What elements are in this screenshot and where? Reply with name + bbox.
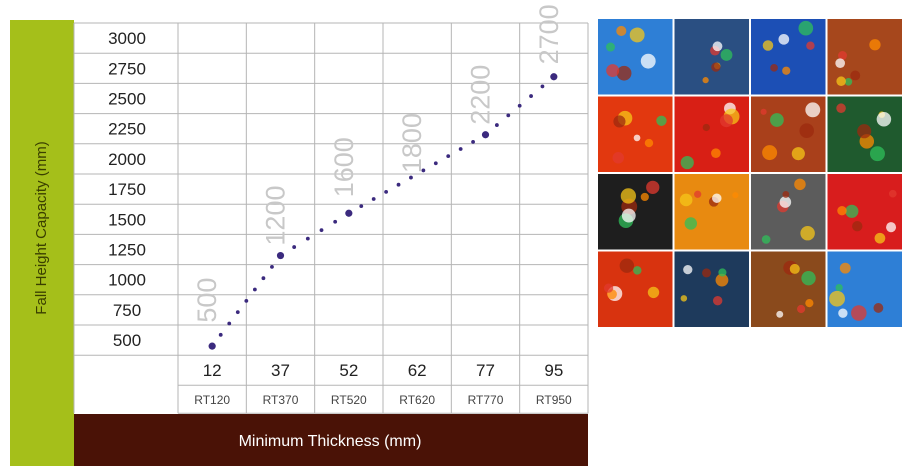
fish-shadow-tile <box>674 19 749 95</box>
trend-dot <box>384 189 389 194</box>
fall-height-value-label: 500 <box>192 278 222 323</box>
trend-dot <box>458 147 463 151</box>
thickness-label: 95 <box>544 361 563 380</box>
trend-dot <box>359 204 364 209</box>
fall-height-value-label: 2200 <box>466 65 496 125</box>
trend-dot <box>529 94 533 98</box>
thickness-label: 52 <box>339 361 358 380</box>
trend-dot <box>371 197 376 201</box>
chart-grid <box>73 22 589 414</box>
trend-dot <box>494 123 499 127</box>
y-tick-label: 750 <box>113 301 141 320</box>
waves-tile-2 <box>827 251 902 327</box>
y-tick-label: 3000 <box>108 29 146 48</box>
data-point <box>345 209 353 217</box>
product-code-label: RT950 <box>536 393 572 407</box>
thickness-label: 12 <box>203 361 222 380</box>
y-axis-label: Fall Height Capacity (mm) <box>33 141 50 314</box>
flames-tile <box>598 96 673 172</box>
crabs-tile <box>827 19 902 95</box>
pebbles-tile <box>751 251 826 327</box>
y-tick-label: 2000 <box>108 150 146 169</box>
trend-dot <box>270 264 274 269</box>
data-point <box>481 131 490 139</box>
product-tile-grid <box>598 19 902 327</box>
trend-dot <box>319 228 324 233</box>
trend-dot <box>252 287 257 292</box>
data-point <box>276 251 285 260</box>
trend-dot <box>421 168 426 173</box>
product-code-label: RT120 <box>194 393 230 407</box>
colour-dots-tile <box>598 174 673 250</box>
trend-dot <box>292 245 297 249</box>
product-code-label: RT370 <box>263 393 299 407</box>
y-axis-band <box>10 20 74 466</box>
fall-height-value-label: 1200 <box>261 186 291 246</box>
starfish-red-tile <box>827 174 902 250</box>
berries-tile <box>827 96 902 172</box>
x-tick-labels: 12 RT120 37 RT370 52 RT520 62 RT620 77 RT770 95 RT9… <box>194 361 572 407</box>
trend-dot <box>517 103 522 108</box>
spirals-tile <box>598 251 673 327</box>
y-tick-label: 2750 <box>108 59 146 78</box>
red-dots-tile <box>674 96 749 172</box>
y-tick-labels: 3000 2750 2500 2250 2000 1750 1500 1250 1000 750 5… <box>108 29 146 350</box>
product-code-label: RT770 <box>468 393 504 407</box>
product-code-label: RT520 <box>331 393 367 407</box>
trend-dots <box>218 84 545 337</box>
thickness-label: 77 <box>476 361 495 380</box>
fall-height-value-label: 1800 <box>397 113 427 173</box>
x-axis-label: Minimum Thickness (mm) <box>239 433 422 450</box>
y-tick-label: 2500 <box>108 90 146 109</box>
trend-dot <box>227 321 232 326</box>
product-code-label: RT620 <box>399 393 435 407</box>
trend-dot <box>409 175 413 180</box>
shells-tile <box>674 174 749 250</box>
trend-dot <box>471 139 475 144</box>
fall-height-value-label: 2700 <box>534 4 564 64</box>
thickness-label: 62 <box>408 361 427 380</box>
data-points <box>208 73 558 350</box>
trend-dot <box>261 276 266 281</box>
starfish-grey-tile <box>751 174 826 250</box>
y-tick-label: 1000 <box>108 271 146 290</box>
y-tick-label: 1500 <box>108 210 146 229</box>
trend-dot <box>235 310 240 315</box>
trend-dot <box>244 298 249 303</box>
trend-dot <box>506 113 511 118</box>
data-point <box>208 342 216 350</box>
trend-dot <box>446 154 451 159</box>
duck-tile <box>751 96 826 172</box>
y-tick-label: 500 <box>113 331 141 350</box>
fall-height-value-label: 1600 <box>329 137 359 197</box>
data-point <box>550 73 558 81</box>
y-tick-label: 2250 <box>108 120 146 139</box>
y-tick-label: 1750 <box>108 180 146 199</box>
waves-tile <box>598 19 673 95</box>
x-axis-band <box>74 414 588 466</box>
trend-dot <box>218 332 223 337</box>
trend-dot <box>333 219 338 224</box>
tropical-fish-tile <box>751 19 826 95</box>
leaves-tile <box>674 251 749 327</box>
trend-dot <box>433 161 438 166</box>
trend-dot <box>540 84 545 89</box>
trend-dot <box>305 236 310 241</box>
y-tick-label: 1250 <box>108 241 146 260</box>
value-labels: 500 1200 1600 1800 2200 2700 <box>192 4 564 322</box>
trend-dot <box>396 182 401 187</box>
thickness-label: 37 <box>271 361 290 380</box>
